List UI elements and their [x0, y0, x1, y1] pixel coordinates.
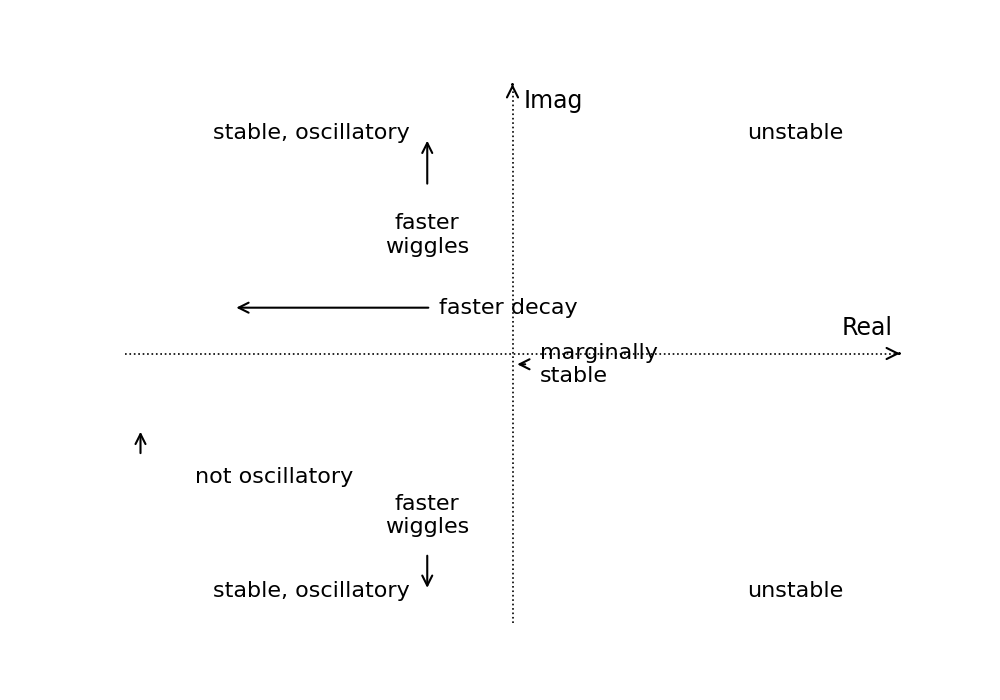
- Text: faster
wiggles: faster wiggles: [385, 494, 469, 537]
- Text: unstable: unstable: [747, 581, 844, 601]
- Text: not oscillatory: not oscillatory: [195, 468, 353, 487]
- Text: stable, oscillatory: stable, oscillatory: [213, 581, 409, 601]
- Text: Real: Real: [841, 316, 892, 340]
- Text: Imag: Imag: [524, 90, 584, 113]
- Text: stable, oscillatory: stable, oscillatory: [213, 122, 409, 143]
- Text: unstable: unstable: [747, 122, 844, 143]
- Text: faster decay: faster decay: [439, 298, 578, 318]
- Text: marginally
stable: marginally stable: [540, 343, 658, 386]
- Text: faster
wiggles: faster wiggles: [385, 214, 469, 256]
